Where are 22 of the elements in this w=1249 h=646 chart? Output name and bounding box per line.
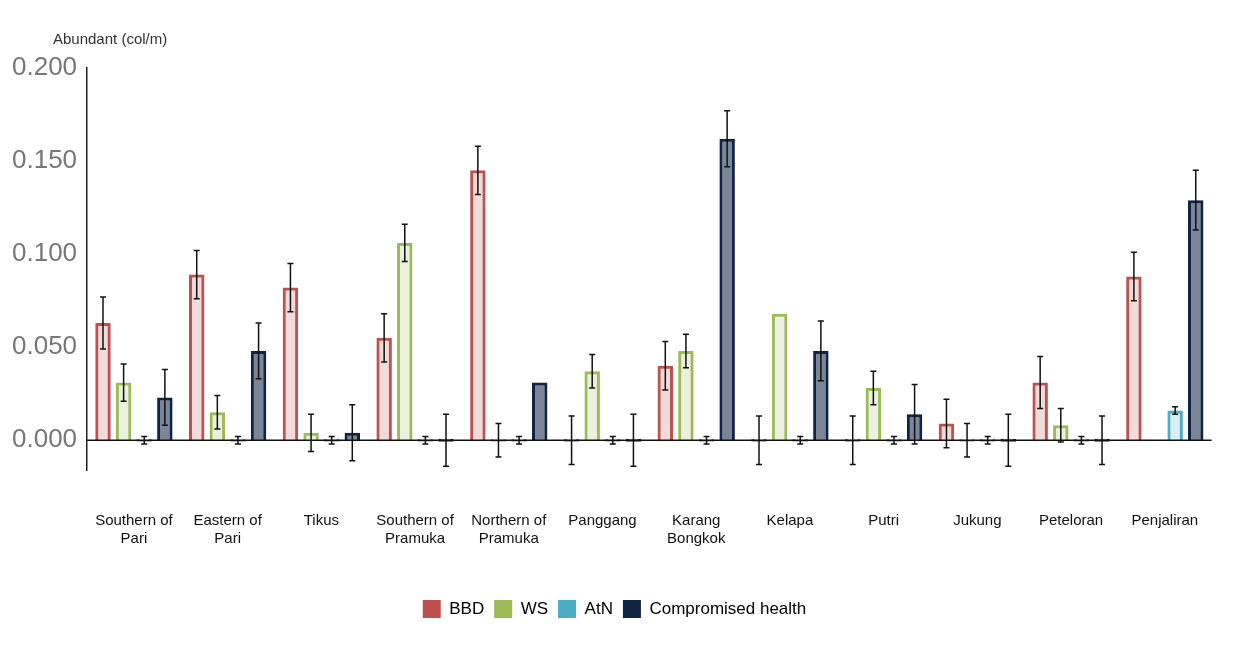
x-tick-label: Karang Bongkok [667, 511, 726, 547]
y-tick-label: 0.150 [11, 144, 78, 175]
x-tick-label: Kelapa [766, 511, 814, 529]
x-tick-label: Tikus [303, 511, 339, 529]
x-tick-label: Eastern of Pari [193, 511, 263, 547]
legend-label: Compromised health [649, 598, 807, 618]
y-tick-label: 0.200 [11, 51, 78, 82]
x-tick-label: Penjaliran [1131, 511, 1199, 529]
y-tick-label: 0.100 [11, 237, 78, 268]
y-tick-label: 0.000 [11, 423, 78, 454]
y-tick-label: 0.050 [11, 330, 78, 361]
legend-label: BBD [449, 598, 485, 618]
legend-label: WS [520, 598, 549, 618]
y-axis-title: Abundant (col/m) [53, 30, 168, 47]
x-tick-label: Southern of Pari [95, 511, 174, 547]
x-tick-label: Putri [868, 511, 900, 529]
x-tick-label: Jukung [953, 511, 1002, 529]
legend-label: AtN [584, 598, 613, 618]
x-tick-label: Southern of Pramuka [376, 511, 455, 547]
x-tick-label: Northern of Pramuka [471, 511, 548, 547]
x-tick-label: Panggang [568, 511, 637, 529]
x-tick-label: Peteloran [1038, 511, 1104, 529]
